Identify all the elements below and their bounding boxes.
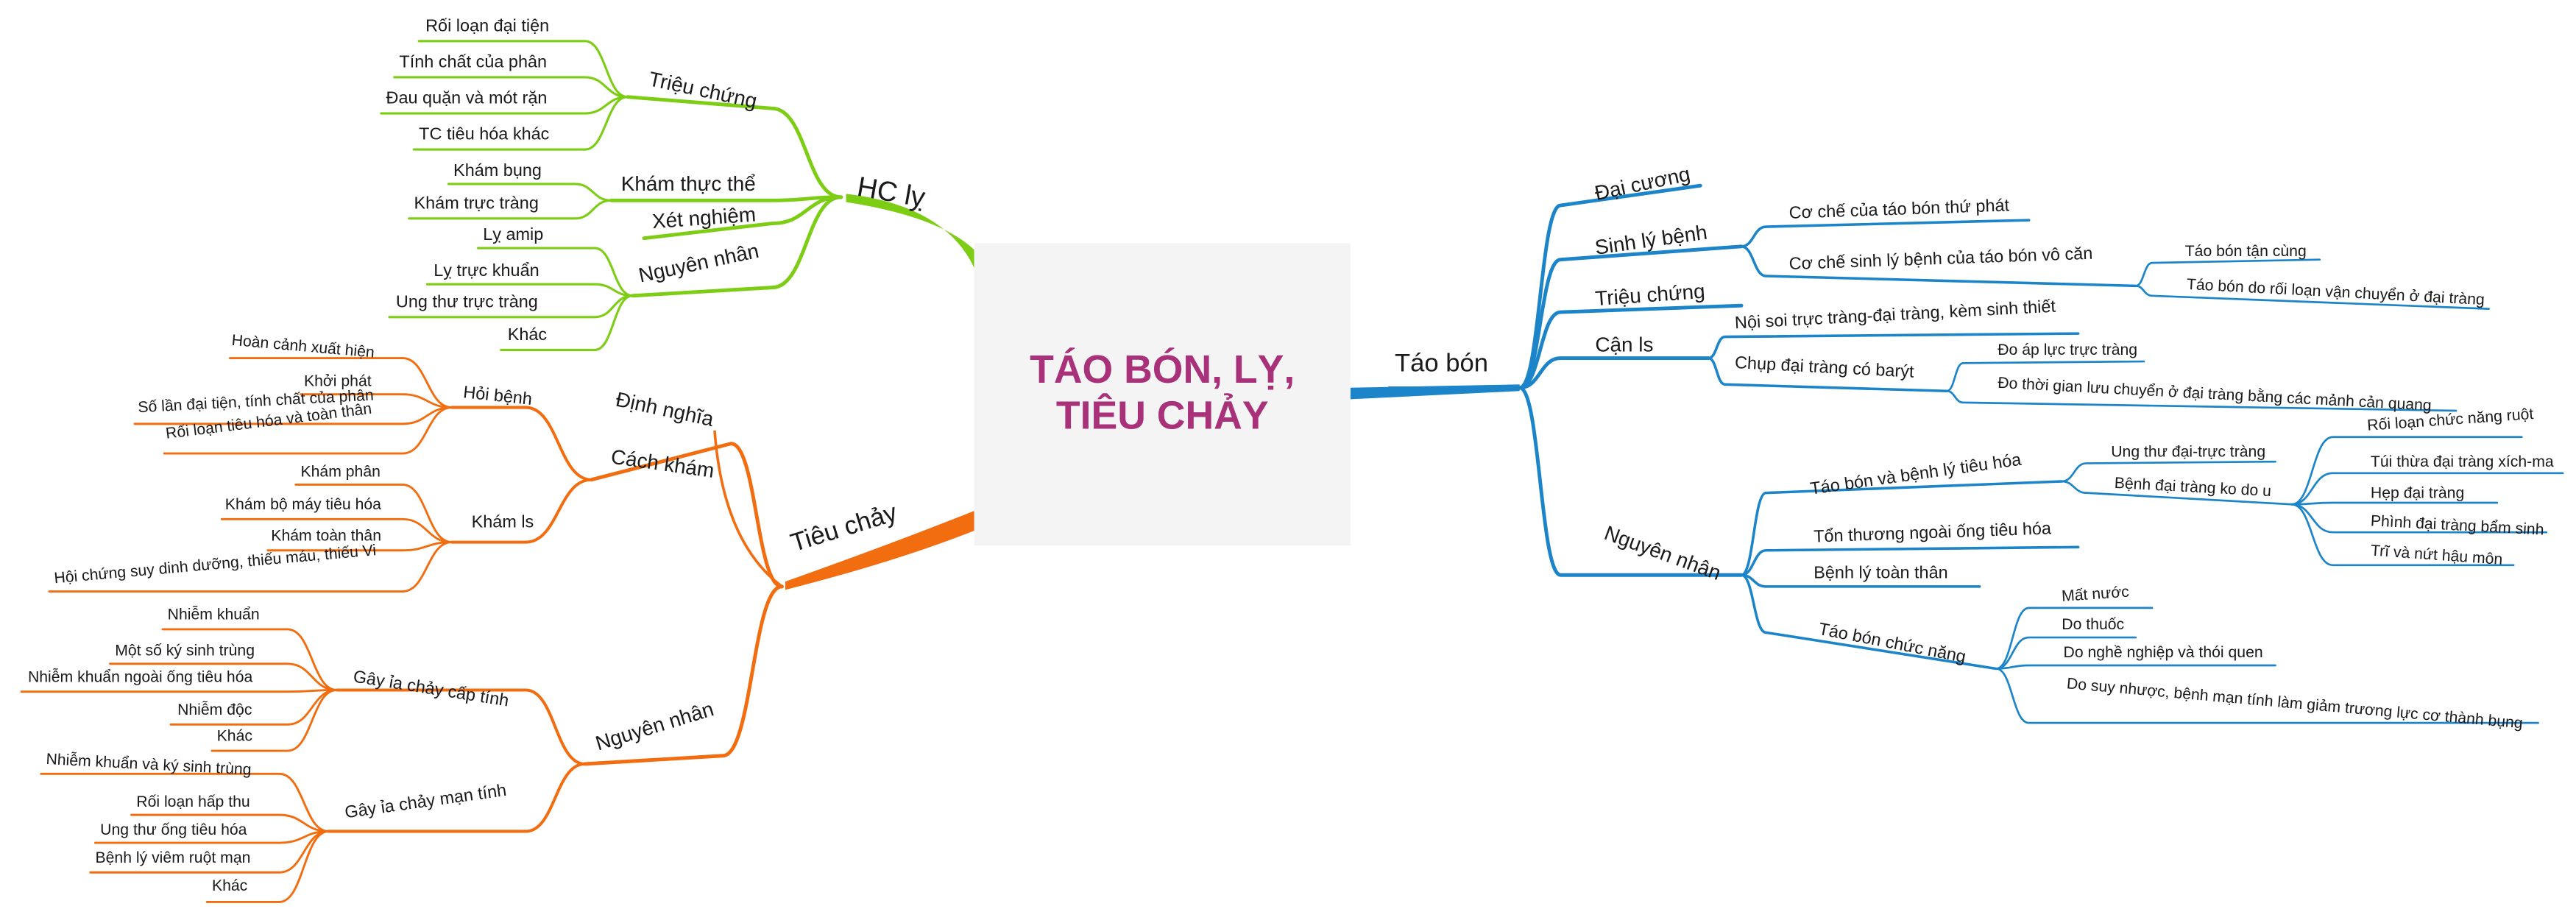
tb-link-nguyen-nhan [1518,386,1744,577]
tc-link-nguyen-nhan [583,584,784,766]
tb-link-nn-c1 [1740,480,2064,577]
tc-link-ct-item-4 [210,689,339,752]
tc-link-cap-tinh [335,688,587,765]
tc-ct-item-2: Nhiễm khuẩn ngoài ống tiêu hóa [27,668,253,687]
hc-link-tc-item-1 [393,76,629,99]
hc-tc-item-2: Đau quặn và mót rặn [386,88,548,109]
tb-link-nn-c1-b-item-4 [2290,503,2515,567]
tc-link-hb-item-3 [163,406,453,455]
tb-nn-c1-a: Ung thư đại-trực tràng [2111,443,2266,462]
tb-link-nn-c1-b-item-2 [2290,501,2499,506]
tc-link-ct-item-2 [20,689,339,693]
tc-ct-item-1: Một số ký sinh trùng [115,642,255,661]
tb-title: Táo bón [1395,350,1489,378]
tc-kham-ls: Khám ls [471,512,534,533]
hc-nn-item-2: Ung thư trực tràng [395,292,538,313]
tc-link-hoi-benh [450,406,593,481]
tc-ct-item-3: Nhiễm độc [177,701,252,720]
tc-link-mt-item-4 [205,830,330,903]
hc-tc-item-1: Tính chất của phân [399,52,548,73]
tb-link-slb-c2-item-1 [2134,285,2490,310]
tc-ct-item-4: Khác [216,727,252,746]
tb-link-nn-c4-item-3 [1995,668,2539,724]
tb-link-can-ls [1518,356,1710,390]
tc-kls-item-2: Khám toàn thân [271,527,382,546]
tc-mt-item-2: Ung thư ống tiêu hóa [100,821,247,840]
tc-mt-item-1: Rối loạn hấp thu [136,793,250,812]
hc-nn-item-0: Lỵ amip [483,224,544,245]
hc-tc-item-0: Rối loạn đại tiện [425,16,550,37]
hc-link-kham-thuc-the [609,195,843,202]
tc-link-hb-item-1 [300,393,453,409]
tc-link-ct-item-0 [161,628,339,691]
tc-link-kls-item-1 [220,517,453,544]
center-image [974,243,1351,546]
tb-nn-c3: Bệnh lý toàn thân [1814,563,1948,584]
hc-link-trieu-chung [626,95,843,199]
hc-link-tc-item-3 [412,96,629,151]
tc-link-hb-item-0 [229,357,453,409]
tb-nn-c1-b-item-1: Túi thừa đại tràng xích-ma [2370,453,2554,472]
center-title-line2: TIÊU CHẢY [1055,394,1269,439]
tb-link-slb-c2-item-0 [2134,258,2321,287]
tb-link-slb-c1 [1740,219,2031,248]
tb-link-nn-c1-b-item-0 [2290,436,2523,506]
hc-kham-thuc-the: Khám thực thể [620,172,756,196]
tc-link-kls-item-0 [294,484,453,544]
tc-hb-item-1: Khởi phát [303,372,372,392]
tb-link-trieu-chung [1518,303,1744,390]
tb-link-nn-c4-item-1 [1995,636,2137,670]
hc-link-ktt-item-1 [408,199,612,220]
tb-link-nn-c4-item-2 [1995,664,2276,670]
tc-link-kham-ls [450,478,593,544]
tb-link-slb-c2 [1740,245,2137,288]
tc-link-dinh-nghia [713,430,783,588]
tb-link-nn-c4 [1740,573,1998,671]
center-title: TÁO BÓN, LỴ, TIÊU CHẢY [974,348,1351,440]
tc-link-mt-item-0 [40,772,330,832]
hc-link-nn-item-0 [476,247,634,297]
hc-main-branch [846,194,974,268]
tb-nn-c4-item-2: Do nghề nghiệp và thói quen [2063,643,2263,662]
tc-link-man-tinh [327,762,587,833]
hc-ktt-item-1: Khám trực tràng [414,194,539,214]
hc-link-xet-nghiem [642,195,843,241]
tb-link-nn-c4-item-0 [1995,607,2154,670]
tc-mt-item-4: Khác [211,877,248,896]
hc-nn-item-3: Khác [507,325,548,345]
tc-kls-item-0: Khám phân [300,463,381,482]
tb-link-cls-c2-item-0 [1945,360,2145,392]
hc-tc-item-3: TC tiêu hóa khác [419,124,550,145]
tb-slb-c2-item-0: Táo bón tận cùng [2184,243,2307,261]
center-title-line1: TÁO BÓN, LỴ, [1030,348,1295,393]
tc-link-ct-item-1 [109,662,339,691]
tb-link-nn-c1-b-item-1 [2290,472,2564,506]
tb-nn-c1-b-item-2: Hẹp đại tràng [2370,484,2465,503]
hc-link-ktt-item-0 [447,183,612,202]
tb-cls-c2-item-0: Đo áp lực trực tràng [1998,342,2138,360]
tc-mt-item-3: Bệnh lý viêm ruột mạn [95,849,251,868]
tb-nn-c4-item-1: Do thuốc [2062,616,2125,634]
hc-link-nn-item-3 [500,294,634,351]
hc-ktt-item-0: Khám bụng [453,160,542,181]
hc-link-nguyen-nhan [630,195,843,298]
tc-link-kls-item-3 [48,541,453,593]
tc-link-kls-item-2 [266,541,453,552]
tc-ct-item-0: Nhiễm khuẩn [167,606,260,625]
tb-link-cls-c2-item-1 [1945,389,2458,412]
tc-link-mt-item-1 [130,813,330,832]
tb-link-cls-c2 [1707,356,1948,393]
tb-can-ls: Cận ls [1595,333,1654,357]
tb-link-cls-c1 [1707,332,2080,360]
tb-link-nn-c1-b [2060,480,2293,506]
tb-link-nn-c1-a [2060,460,2276,483]
tc-main-branch [785,511,974,590]
hc-nn-item-1: Lỵ trực khuẩn [434,261,539,281]
tc-kls-item-1: Khám bộ máy tiêu hóa [224,496,381,514]
hc-link-tc-item-0 [417,40,629,99]
